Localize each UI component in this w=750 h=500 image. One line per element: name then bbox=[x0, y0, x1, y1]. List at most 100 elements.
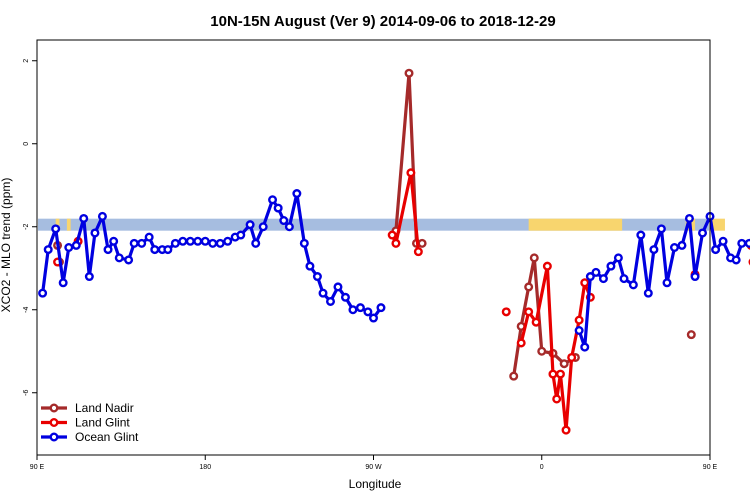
legend-item: Ocean Glint bbox=[41, 430, 139, 444]
data-point bbox=[305, 261, 315, 271]
data-point bbox=[137, 238, 147, 248]
data-point bbox=[585, 272, 595, 282]
data-point bbox=[537, 346, 547, 356]
legend-label: Land Nadir bbox=[75, 401, 134, 415]
data-point bbox=[574, 326, 584, 336]
y-axis: 2 0 -2 -4 -6 bbox=[23, 59, 37, 396]
data-point bbox=[312, 272, 322, 282]
data-point bbox=[636, 230, 646, 240]
data-point bbox=[369, 313, 379, 323]
y-tick-label: -6 bbox=[23, 390, 30, 396]
data-point bbox=[124, 255, 134, 265]
data-point bbox=[103, 245, 113, 255]
x-tick-label: 0 bbox=[540, 464, 544, 471]
data-point bbox=[326, 296, 336, 306]
data-point bbox=[163, 245, 173, 255]
status-band bbox=[38, 218, 725, 231]
data-point bbox=[273, 203, 283, 213]
data-point bbox=[71, 240, 81, 250]
data-point bbox=[531, 317, 541, 327]
data-point bbox=[185, 236, 195, 246]
data-point bbox=[79, 213, 89, 223]
data-point bbox=[404, 68, 414, 78]
x-axis-label: Longitude bbox=[349, 477, 402, 491]
series-line bbox=[519, 264, 592, 432]
data-point bbox=[333, 282, 343, 292]
data-point bbox=[552, 394, 562, 404]
chart-title: 10N-15N August (Ver 9) 2014-09-06 to 201… bbox=[210, 13, 555, 30]
data-point bbox=[516, 338, 526, 348]
data-point bbox=[690, 272, 700, 282]
series-2 bbox=[38, 189, 750, 352]
data-point bbox=[643, 288, 653, 298]
x-tick-label: 180 bbox=[199, 464, 211, 471]
data-point bbox=[509, 371, 519, 381]
data-point bbox=[64, 242, 74, 252]
data-point bbox=[580, 342, 590, 352]
data-point bbox=[580, 278, 590, 288]
data-point bbox=[574, 315, 584, 325]
y-tick-label: -4 bbox=[23, 307, 30, 313]
data-point bbox=[561, 425, 571, 435]
data-point bbox=[619, 274, 629, 284]
data-point bbox=[279, 216, 289, 226]
data-point bbox=[144, 232, 154, 242]
legend-item: Land Glint bbox=[41, 416, 130, 430]
data-point bbox=[711, 245, 721, 255]
series-line bbox=[390, 171, 420, 252]
data-point bbox=[97, 211, 107, 221]
data-point bbox=[109, 236, 119, 246]
data-point bbox=[348, 305, 358, 315]
data-point bbox=[43, 245, 53, 255]
data-point bbox=[559, 359, 569, 369]
data-point bbox=[718, 236, 728, 246]
data-point bbox=[387, 230, 397, 240]
legend-marker bbox=[49, 418, 59, 428]
y-tick-label: 0 bbox=[23, 142, 30, 146]
legend-label: Ocean Glint bbox=[75, 430, 139, 444]
data-point bbox=[744, 238, 750, 248]
data-point bbox=[698, 228, 708, 238]
data-point bbox=[178, 236, 188, 246]
data-point bbox=[193, 236, 203, 246]
data-point bbox=[686, 330, 696, 340]
data-point bbox=[208, 238, 218, 248]
data-point bbox=[215, 238, 225, 248]
data-point bbox=[58, 278, 68, 288]
data-point bbox=[613, 253, 623, 263]
x-tick-label: 90 E bbox=[30, 464, 45, 471]
land-band bbox=[711, 218, 725, 231]
data-point bbox=[299, 238, 309, 248]
land-band bbox=[528, 218, 623, 231]
data-point bbox=[245, 220, 255, 230]
data-point bbox=[51, 224, 61, 234]
data-point bbox=[501, 307, 511, 317]
data-point bbox=[114, 253, 124, 263]
y-axis-label: XCO2 - MLO trend (ppm) bbox=[0, 178, 13, 313]
data-point bbox=[284, 222, 294, 232]
legend-label: Land Glint bbox=[75, 416, 130, 430]
data-point bbox=[413, 247, 423, 257]
data-point bbox=[567, 352, 577, 362]
series-1 bbox=[53, 168, 750, 435]
data-point bbox=[376, 303, 386, 313]
data-point bbox=[251, 238, 261, 248]
data-point bbox=[529, 253, 539, 263]
data-point bbox=[669, 242, 679, 252]
data-point bbox=[524, 282, 534, 292]
data-point bbox=[340, 292, 350, 302]
data-point bbox=[391, 238, 401, 248]
y-tick-label: 2 bbox=[23, 59, 30, 63]
data-point bbox=[129, 238, 139, 248]
x-tick-label: 90 W bbox=[365, 464, 382, 471]
data-point bbox=[555, 369, 565, 379]
land-band bbox=[55, 218, 60, 231]
data-point bbox=[524, 307, 534, 317]
y-tick-label: -2 bbox=[23, 224, 30, 230]
data-point bbox=[649, 245, 659, 255]
data-point bbox=[606, 261, 616, 271]
data-point bbox=[662, 278, 672, 288]
x-tick-label: 90 E bbox=[703, 464, 718, 471]
